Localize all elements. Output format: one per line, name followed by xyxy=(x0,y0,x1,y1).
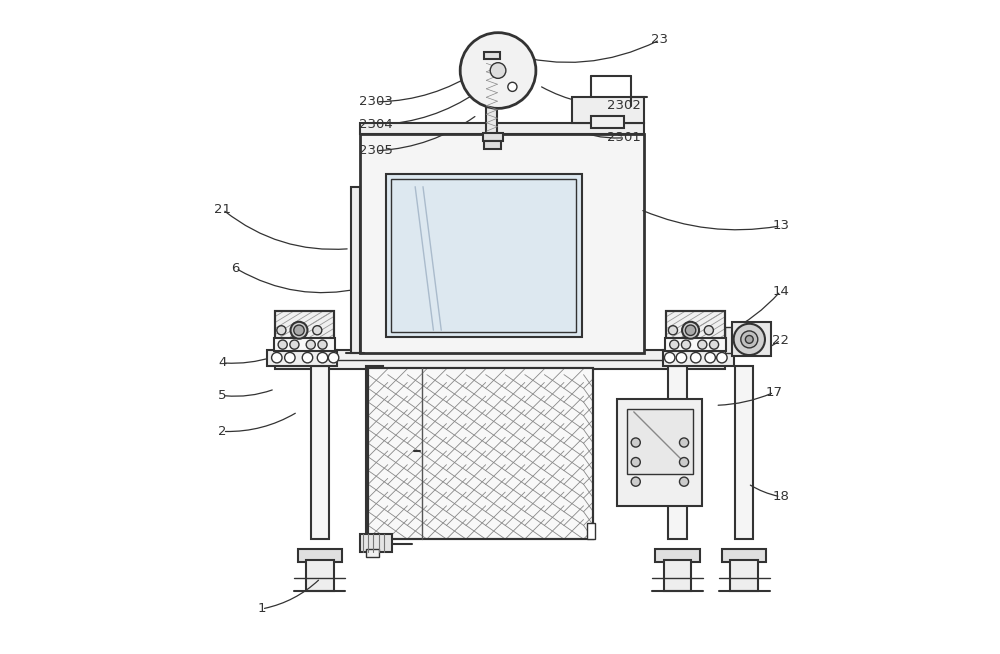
Circle shape xyxy=(698,340,707,349)
Bar xyxy=(735,366,753,539)
Circle shape xyxy=(682,322,699,339)
Bar xyxy=(668,366,687,539)
Circle shape xyxy=(631,477,640,486)
Circle shape xyxy=(278,340,287,349)
Bar xyxy=(391,179,576,332)
Circle shape xyxy=(291,322,307,339)
Bar xyxy=(484,52,500,60)
Circle shape xyxy=(717,353,727,363)
Circle shape xyxy=(272,353,282,363)
Bar xyxy=(275,311,334,347)
Circle shape xyxy=(290,340,299,349)
Circle shape xyxy=(668,326,678,335)
Bar xyxy=(665,338,726,351)
Circle shape xyxy=(681,340,691,349)
Text: 5: 5 xyxy=(218,389,227,402)
Text: 21: 21 xyxy=(214,203,231,216)
Circle shape xyxy=(745,336,753,343)
Text: 14: 14 xyxy=(772,284,789,298)
Circle shape xyxy=(741,331,758,348)
Bar xyxy=(275,350,725,370)
Text: 22: 22 xyxy=(772,334,789,347)
Bar xyxy=(732,322,771,356)
Bar xyxy=(486,56,497,141)
Text: 2305: 2305 xyxy=(359,145,393,158)
Circle shape xyxy=(294,325,304,336)
Bar xyxy=(368,368,593,539)
Circle shape xyxy=(306,340,315,349)
Circle shape xyxy=(670,340,679,349)
Text: 2301: 2301 xyxy=(607,131,641,145)
Text: 13: 13 xyxy=(772,219,789,232)
Text: 1: 1 xyxy=(258,602,266,615)
Text: 2: 2 xyxy=(218,425,227,438)
Bar xyxy=(664,560,691,591)
Text: 2304: 2304 xyxy=(359,118,393,131)
Bar xyxy=(366,549,379,557)
Circle shape xyxy=(685,325,696,336)
Circle shape xyxy=(318,340,327,349)
Circle shape xyxy=(328,353,339,363)
Bar xyxy=(360,123,644,135)
Bar xyxy=(591,116,624,128)
Circle shape xyxy=(490,63,506,78)
Bar xyxy=(666,311,725,347)
Text: 6: 6 xyxy=(232,262,240,275)
Circle shape xyxy=(709,340,719,349)
Bar xyxy=(275,311,334,347)
Bar xyxy=(386,173,582,337)
Bar xyxy=(572,97,644,123)
Circle shape xyxy=(302,353,313,363)
Circle shape xyxy=(691,353,701,363)
Bar xyxy=(722,549,766,562)
Text: 2302: 2302 xyxy=(607,99,641,112)
Circle shape xyxy=(664,353,675,363)
Bar xyxy=(725,327,735,353)
Bar xyxy=(368,368,593,539)
Bar xyxy=(655,549,700,562)
Bar xyxy=(366,366,383,539)
Bar xyxy=(627,409,693,474)
Circle shape xyxy=(631,458,640,467)
Text: 17: 17 xyxy=(766,386,783,399)
Bar xyxy=(360,534,392,552)
Bar xyxy=(298,549,342,562)
Text: 23: 23 xyxy=(651,33,668,46)
Bar xyxy=(666,311,725,347)
Bar xyxy=(306,560,334,591)
Circle shape xyxy=(679,438,689,447)
Text: 2303: 2303 xyxy=(359,95,393,109)
Circle shape xyxy=(317,353,328,363)
Bar xyxy=(483,133,503,141)
Bar xyxy=(587,523,595,539)
Circle shape xyxy=(679,458,689,467)
Bar xyxy=(663,350,734,366)
Circle shape xyxy=(676,353,687,363)
Circle shape xyxy=(508,82,517,92)
Text: 18: 18 xyxy=(772,490,789,503)
Bar xyxy=(274,338,335,351)
Circle shape xyxy=(285,353,295,363)
Bar xyxy=(617,399,702,506)
Circle shape xyxy=(734,324,765,355)
Circle shape xyxy=(277,326,286,335)
Bar xyxy=(351,186,360,353)
Circle shape xyxy=(313,326,322,335)
Bar xyxy=(484,141,501,149)
Circle shape xyxy=(705,353,715,363)
Circle shape xyxy=(679,477,689,486)
Bar xyxy=(267,350,337,366)
Text: 4: 4 xyxy=(218,356,227,370)
Circle shape xyxy=(460,33,536,109)
Bar xyxy=(730,560,758,591)
Bar xyxy=(311,366,329,539)
Circle shape xyxy=(704,326,713,335)
Bar xyxy=(360,135,644,353)
Circle shape xyxy=(631,438,640,447)
